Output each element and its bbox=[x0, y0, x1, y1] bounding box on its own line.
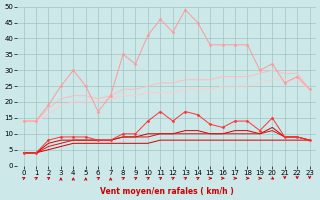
X-axis label: Vent moyen/en rafales ( km/h ): Vent moyen/en rafales ( km/h ) bbox=[100, 187, 234, 196]
